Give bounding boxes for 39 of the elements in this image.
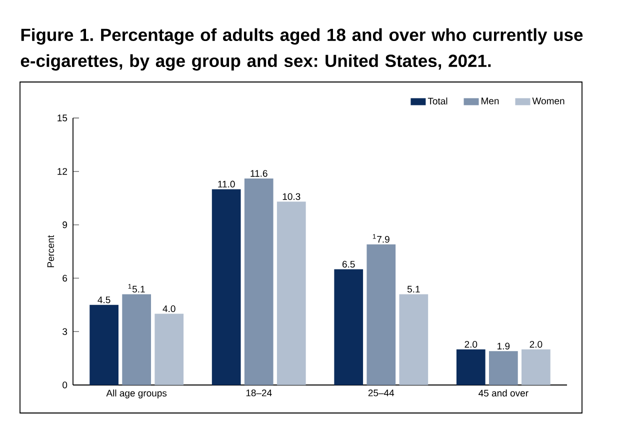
bar <box>122 294 152 385</box>
bar <box>90 304 118 385</box>
y-tick-label: 6 <box>62 274 68 282</box>
data-label: 2.0 <box>464 340 478 348</box>
data-label: 10.3 <box>282 193 300 200</box>
bar <box>334 269 364 385</box>
data-label: 1.9 <box>498 342 510 350</box>
data-label: 11.0 <box>218 180 235 188</box>
y-tick-label: 0 <box>62 382 68 388</box>
legend-label: Total <box>428 98 448 104</box>
x-tick-label: All age groups <box>106 390 167 398</box>
x-tick-label: 18–24 <box>246 390 272 396</box>
data-label: $^{1}$7.9 <box>372 234 390 243</box>
bar <box>276 202 306 385</box>
y-axis-title: Percent <box>47 235 54 268</box>
legend-label: Women <box>532 98 564 104</box>
chart-title: Figure 1. Percentage of adults aged 18 and over who currently use e-cigarettes, by age group and sex: United States, 2021. <box>20 28 583 71</box>
y-tick-label: 12 <box>58 168 67 175</box>
bar <box>522 349 550 385</box>
data-label: 5.1 <box>407 286 420 293</box>
bar <box>366 244 396 385</box>
x-tick-label: 45 and over <box>478 390 528 397</box>
legend-label: Men <box>482 98 499 104</box>
y-tick-label: 3 <box>62 328 68 335</box>
y-tick-label: 9 <box>62 221 68 228</box>
y-tick-label: 15 <box>58 114 68 122</box>
bar <box>488 351 518 385</box>
bar <box>399 294 428 385</box>
data-label: 6.5 <box>342 260 355 268</box>
bar <box>212 189 241 385</box>
bar <box>154 314 184 385</box>
data-label: 4.5 <box>98 296 110 304</box>
data-label: 4.0 <box>162 305 176 312</box>
x-tick-label: 25–44 <box>368 390 394 396</box>
bar <box>244 178 274 385</box>
data-label: $^{1}$5.1 <box>128 284 145 293</box>
data-label: 11.6 <box>250 170 268 177</box>
bar <box>456 349 486 385</box>
data-label: 2.0 <box>530 340 542 348</box>
